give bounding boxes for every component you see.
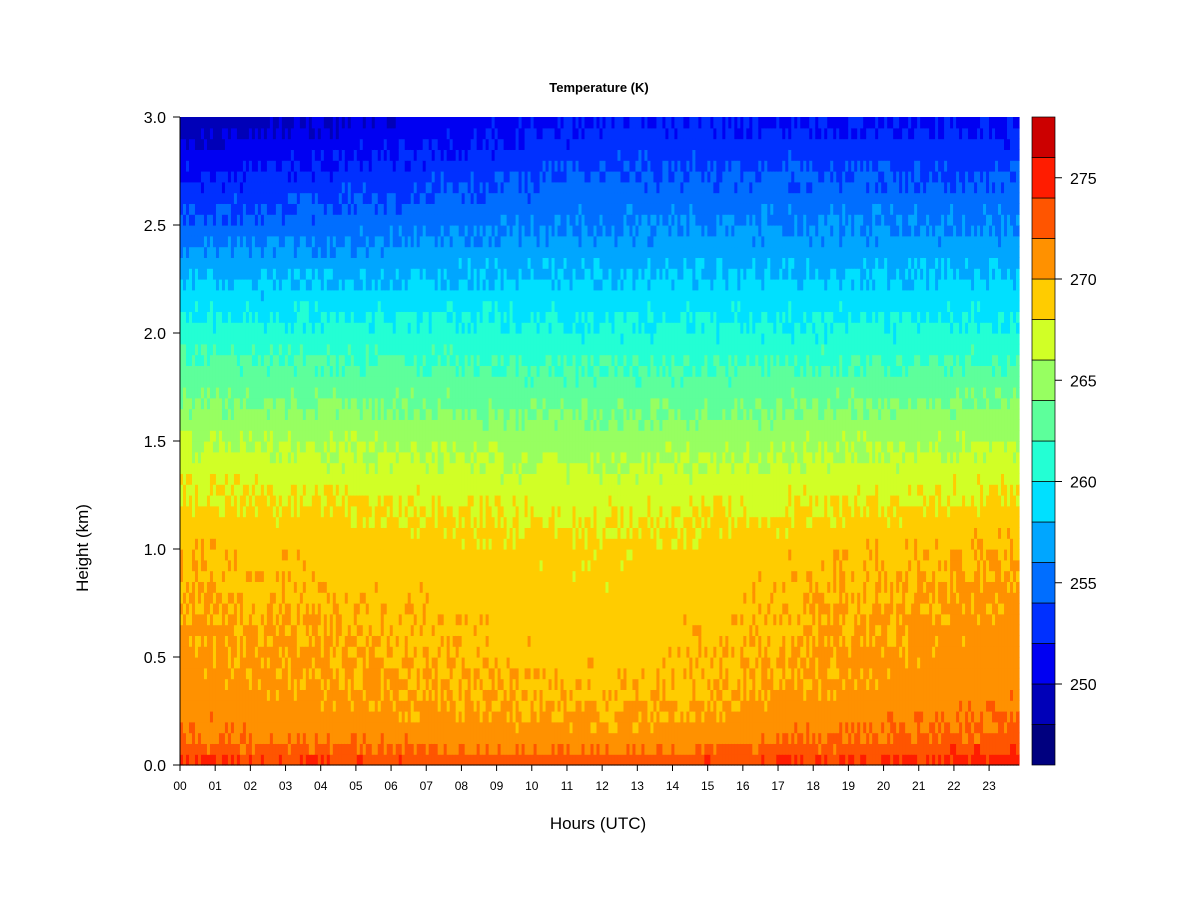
plot-area — [180, 117, 1020, 766]
chart-title: Temperature (K) — [549, 80, 648, 95]
